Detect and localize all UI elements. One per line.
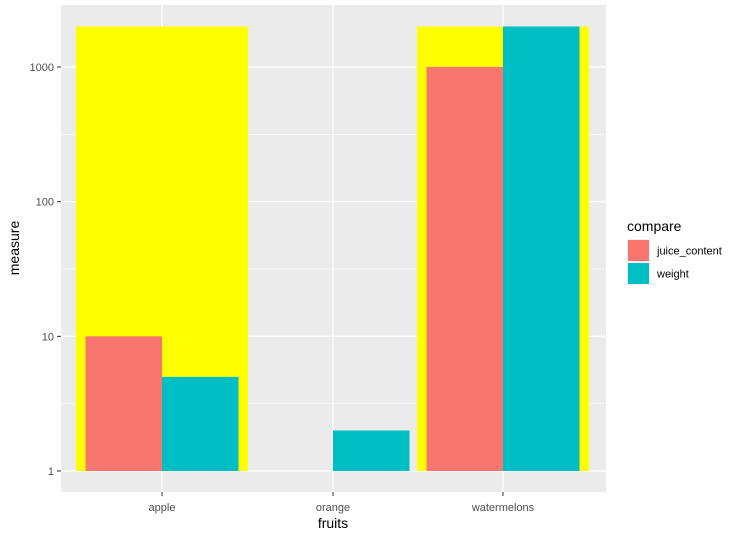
bar-juice-content <box>85 336 162 471</box>
x-tick-label: watermelons <box>471 502 535 514</box>
legend-label: weight <box>656 269 689 281</box>
bar-weight <box>503 26 580 471</box>
legend-label: juice_content <box>656 246 722 258</box>
bar-weight <box>333 430 410 471</box>
y-tick-label: 100 <box>36 197 54 209</box>
legend-key-swatch <box>628 263 649 284</box>
x-axis: apple orange watermelons <box>149 492 535 514</box>
x-tick-label: orange <box>316 502 350 514</box>
bar-weight <box>162 376 239 471</box>
y-axis-title: measure <box>6 221 22 276</box>
legend-key-swatch <box>628 240 649 261</box>
legend-title: compare <box>627 218 682 234</box>
y-tick-label: 1 <box>48 466 54 478</box>
y-tick-label: 10 <box>42 331 54 343</box>
x-tick-label: apple <box>149 502 176 514</box>
y-axis: 1 10 100 1000 <box>30 62 61 478</box>
data-bars <box>85 26 580 471</box>
bar-juice-content <box>426 67 503 471</box>
x-axis-title: fruits <box>318 515 348 531</box>
y-tick-label: 1000 <box>30 62 54 74</box>
